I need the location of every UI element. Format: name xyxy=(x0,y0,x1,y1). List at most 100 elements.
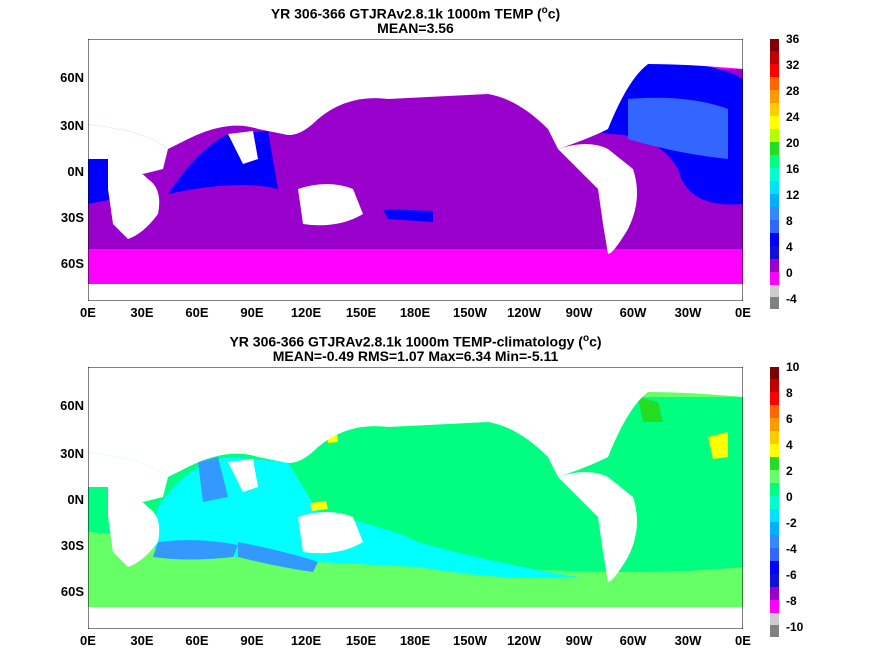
top-lon-label: 90W xyxy=(565,305,593,320)
top-atlantic-east-warm xyxy=(88,159,113,204)
bottom-southern-cool xyxy=(238,542,318,572)
top-north-atlantic-core xyxy=(628,97,728,159)
bottom-colorbar-swatch xyxy=(770,600,779,613)
bottom-colorbar-tick: -6 xyxy=(786,568,797,582)
bottom-lon-label: 60W xyxy=(619,633,647,648)
top-colorbar-tick: 36 xyxy=(786,32,800,46)
top-australia xyxy=(298,184,363,226)
top-map-plot xyxy=(88,39,743,301)
bottom-lon-label: 180E xyxy=(399,633,431,648)
top-colorbar xyxy=(770,39,779,309)
top-lat-label-60s: 60S xyxy=(60,256,84,271)
bottom-map-panel xyxy=(88,367,743,629)
top-colorbar-tick: 20 xyxy=(786,136,800,150)
top-lat-label-30n: 30N xyxy=(60,118,84,133)
bottom-map-plot xyxy=(88,367,743,629)
bottom-title-unit: c) xyxy=(589,333,602,350)
top-colorbar-swatch xyxy=(770,259,779,272)
bottom-lon-label: 0E xyxy=(80,633,96,648)
top-antarctica xyxy=(88,284,743,301)
bottom-gulf-stream-hot xyxy=(708,432,728,459)
bottom-colorbar-swatch xyxy=(770,379,779,392)
bottom-map-title: YR 306-366 GTJRAv2.8.1k 1000m TEMP-clima… xyxy=(88,331,743,350)
top-colorbar-swatch xyxy=(770,220,779,233)
bottom-south-indian-cool xyxy=(153,540,238,560)
bottom-lat-label-0n: 0N xyxy=(67,492,84,507)
bottom-americas xyxy=(558,472,637,582)
top-lon-label: 180E xyxy=(399,305,431,320)
top-lat-label-30s: 30S xyxy=(60,210,84,225)
bottom-australia xyxy=(298,512,363,554)
top-colorbar-tick: 24 xyxy=(786,110,800,124)
top-colorbar-swatch xyxy=(770,90,779,103)
bottom-colorbar-tick: 6 xyxy=(786,412,793,426)
top-colorbar-swatch xyxy=(770,39,779,51)
top-colorbar-swatch xyxy=(770,142,779,155)
bottom-lat-label-30n: 30N xyxy=(60,446,84,461)
bottom-lon-label: 120W xyxy=(507,633,541,648)
top-lat-label-60n: 60N xyxy=(60,70,84,85)
bottom-colorbar-swatch xyxy=(770,561,779,574)
bottom-northern-land xyxy=(88,367,743,477)
top-title-degree: o xyxy=(541,5,548,16)
top-southern-band xyxy=(88,244,743,284)
top-southern-transition xyxy=(88,225,743,249)
top-colorbar-tick: 16 xyxy=(786,162,800,176)
top-colorbar-tick: 28 xyxy=(786,84,800,98)
top-lon-label: 0E xyxy=(735,305,751,320)
bottom-lon-label: 90E xyxy=(240,633,264,648)
bottom-colorbar-swatch xyxy=(770,470,779,483)
bottom-labrador-warm xyxy=(638,397,663,422)
top-tasman-patch xyxy=(383,209,433,222)
bottom-lon-label: 60E xyxy=(185,633,209,648)
top-europe-africa-north xyxy=(88,124,168,174)
bottom-antarctica xyxy=(88,607,743,629)
top-map-title: YR 306-366 GTJRAv2.8.1k 1000m TEMP (oc) xyxy=(88,3,743,22)
top-americas xyxy=(558,144,637,254)
bottom-colorbar-swatch xyxy=(770,457,779,470)
bottom-colorbar-swatch xyxy=(770,625,779,637)
top-colorbar-swatch xyxy=(770,116,779,129)
top-colorbar-tick: -4 xyxy=(786,292,797,306)
top-colorbar-swatch xyxy=(770,297,779,309)
top-lon-label: 120W xyxy=(507,305,541,320)
top-colorbar-swatch xyxy=(770,285,779,297)
bottom-africa xyxy=(108,487,160,567)
top-colorbar-swatch xyxy=(770,272,779,285)
bottom-colorbar-tick: 10 xyxy=(786,360,800,374)
bottom-lon-label: 150W xyxy=(453,633,487,648)
bottom-colorbar-swatch xyxy=(770,509,779,522)
top-lon-label: 30W xyxy=(674,305,702,320)
bottom-lon-label: 120E xyxy=(290,633,322,648)
bottom-colorbar-tick: 0 xyxy=(786,490,793,504)
top-colorbar-swatch xyxy=(770,181,779,194)
top-colorbar-swatch xyxy=(770,233,779,246)
bottom-lon-label: 30E xyxy=(130,633,154,648)
top-africa xyxy=(108,159,160,239)
top-lon-label: 90E xyxy=(240,305,264,320)
top-india xyxy=(228,131,258,164)
top-lon-label: 30E xyxy=(130,305,154,320)
top-northern-land xyxy=(88,39,743,149)
top-colorbar-swatch xyxy=(770,64,779,77)
bottom-lon-label: 0E xyxy=(735,633,751,648)
bottom-colorbar-swatch xyxy=(770,587,779,600)
top-colorbar-swatch xyxy=(770,155,779,168)
top-title-text: YR 306-366 GTJRAv2.8.1k 1000m TEMP ( xyxy=(270,5,542,22)
bottom-map-subtitle: MEAN=-0.49 RMS=1.07 Max=6.34 Min=-5.11 xyxy=(272,348,559,364)
bottom-colorbar-swatch xyxy=(770,522,779,535)
top-lon-label: 0E xyxy=(80,305,96,320)
bottom-lon-label: 30W xyxy=(674,633,702,648)
bottom-colorbar-swatch xyxy=(770,444,779,457)
bottom-lat-label-60n: 60N xyxy=(60,398,84,413)
bottom-colorbar-tick: -8 xyxy=(786,594,797,608)
bottom-title-degree: o xyxy=(582,333,590,344)
bottom-colorbar-tick: -10 xyxy=(786,620,804,634)
bottom-europe-africa-north xyxy=(88,452,168,502)
top-colorbar-tick: 12 xyxy=(786,188,800,202)
top-colorbar-tick: 8 xyxy=(786,214,793,228)
top-colorbar-swatch xyxy=(770,194,779,207)
bottom-colorbar-tick: -4 xyxy=(786,542,797,556)
bottom-colorbar-swatch xyxy=(770,431,779,444)
top-colorbar-swatch xyxy=(770,103,779,116)
